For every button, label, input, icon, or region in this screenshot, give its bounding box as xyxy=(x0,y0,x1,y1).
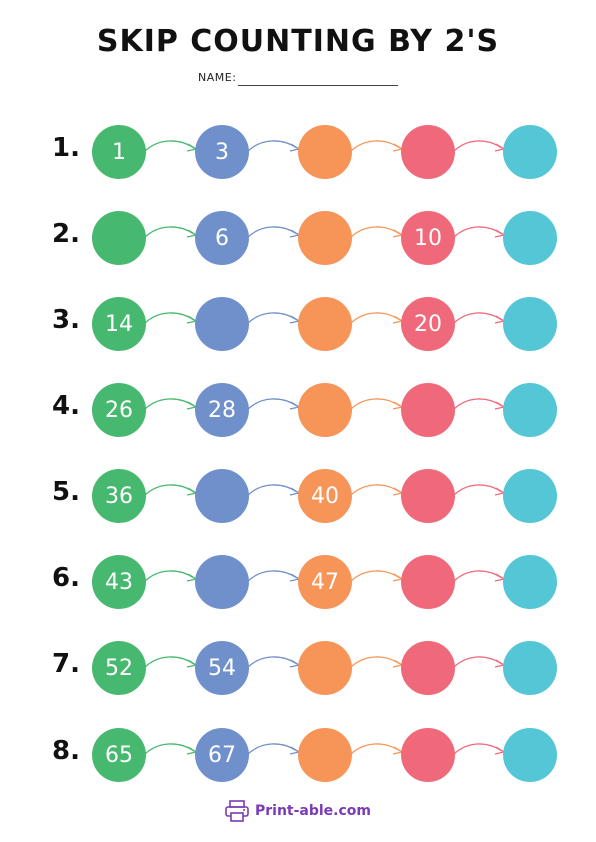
number-circle: 1 xyxy=(92,125,146,179)
number-circle[interactable] xyxy=(195,469,249,523)
number-circle[interactable] xyxy=(503,469,557,523)
number-circle[interactable] xyxy=(401,555,455,609)
number-circle: 47 xyxy=(298,555,352,609)
row-5: 5. 36 40 xyxy=(0,466,596,526)
arrow-3 xyxy=(349,398,401,411)
arrow-2 xyxy=(246,570,298,583)
number-circle[interactable] xyxy=(503,297,557,351)
name-line[interactable] xyxy=(238,85,398,86)
number-circle[interactable] xyxy=(401,728,455,782)
number-circle: 14 xyxy=(92,297,146,351)
arrow-3 xyxy=(349,140,401,153)
number-circle[interactable] xyxy=(503,125,557,179)
number-circle[interactable] xyxy=(503,555,557,609)
row-number: 1. xyxy=(52,133,80,163)
number-circle: 67 xyxy=(195,728,249,782)
arrow-1 xyxy=(143,743,195,756)
arrow-3 xyxy=(349,484,401,497)
arrow-4 xyxy=(452,226,503,239)
row-6: 6. 43 47 xyxy=(0,552,596,612)
row-number: 8. xyxy=(52,736,80,766)
row-number: 2. xyxy=(52,219,80,249)
number-circle[interactable] xyxy=(503,641,557,695)
number-circle: 65 xyxy=(92,728,146,782)
arrow-3 xyxy=(349,312,401,325)
number-circle: 40 xyxy=(298,469,352,523)
number-circle[interactable] xyxy=(195,297,249,351)
arrow-4 xyxy=(452,140,503,153)
number-circle[interactable] xyxy=(298,125,352,179)
number-circle: 10 xyxy=(401,211,455,265)
arrow-4 xyxy=(452,656,503,669)
number-circle[interactable] xyxy=(298,641,352,695)
arrow-1 xyxy=(143,312,195,325)
row-8: 8. 65 67 xyxy=(0,725,596,785)
footer-text: Print-able.com xyxy=(254,803,372,819)
number-circle: 26 xyxy=(92,383,146,437)
arrow-2 xyxy=(246,484,298,497)
number-circle[interactable] xyxy=(503,728,557,782)
arrow-2 xyxy=(246,226,298,239)
arrow-1 xyxy=(143,398,195,411)
number-circle: 52 xyxy=(92,641,146,695)
arrow-2 xyxy=(246,140,298,153)
row-number: 4. xyxy=(52,391,80,421)
number-circle[interactable] xyxy=(298,383,352,437)
row-2: 2. 6 10 xyxy=(0,208,596,268)
number-circle: 36 xyxy=(92,469,146,523)
row-7: 7. 52 54 xyxy=(0,638,596,698)
arrow-2 xyxy=(246,398,298,411)
footer-brand: Print-able.com xyxy=(0,800,596,822)
arrow-1 xyxy=(143,656,195,669)
number-circle: 28 xyxy=(195,383,249,437)
arrow-1 xyxy=(143,484,195,497)
name-label: NAME: xyxy=(198,71,237,84)
number-circle[interactable] xyxy=(401,641,455,695)
printer-icon xyxy=(225,800,249,822)
number-circle[interactable] xyxy=(92,211,146,265)
arrow-2 xyxy=(246,743,298,756)
arrow-1 xyxy=(143,226,195,239)
name-field[interactable]: NAME: xyxy=(198,70,408,90)
arrow-group xyxy=(143,656,506,669)
arrow-3 xyxy=(349,656,401,669)
arrow-3 xyxy=(349,226,401,239)
row-number: 3. xyxy=(52,305,80,335)
number-circle: 54 xyxy=(195,641,249,695)
number-circle[interactable] xyxy=(503,383,557,437)
number-circle[interactable] xyxy=(298,728,352,782)
number-circle: 6 xyxy=(195,211,249,265)
number-circle[interactable] xyxy=(298,211,352,265)
number-circle: 3 xyxy=(195,125,249,179)
number-circle[interactable] xyxy=(298,297,352,351)
arrow-3 xyxy=(349,743,401,756)
arrow-1 xyxy=(143,570,195,583)
worksheet-title: SKIP COUNTING BY 2'S xyxy=(96,24,500,59)
number-circle: 20 xyxy=(401,297,455,351)
arrow-group xyxy=(143,312,506,325)
number-circle: 43 xyxy=(92,555,146,609)
number-circle[interactable] xyxy=(401,125,455,179)
row-number: 7. xyxy=(52,649,80,679)
arrow-4 xyxy=(452,743,503,756)
arrow-4 xyxy=(452,398,503,411)
arrow-2 xyxy=(246,312,298,325)
row-number: 5. xyxy=(52,477,80,507)
number-circle[interactable] xyxy=(401,383,455,437)
arrow-4 xyxy=(452,570,503,583)
number-circle[interactable] xyxy=(503,211,557,265)
arrow-3 xyxy=(349,570,401,583)
number-circle[interactable] xyxy=(195,555,249,609)
arrow-2 xyxy=(246,656,298,669)
arrow-4 xyxy=(452,484,503,497)
row-number: 6. xyxy=(52,563,80,593)
row-1: 1. 1 3 xyxy=(0,122,596,182)
row-3: 3. 14 20 xyxy=(0,294,596,354)
row-4: 4. 26 28 xyxy=(0,380,596,440)
arrow-4 xyxy=(452,312,503,325)
arrow-1 xyxy=(143,140,195,153)
number-circle[interactable] xyxy=(401,469,455,523)
